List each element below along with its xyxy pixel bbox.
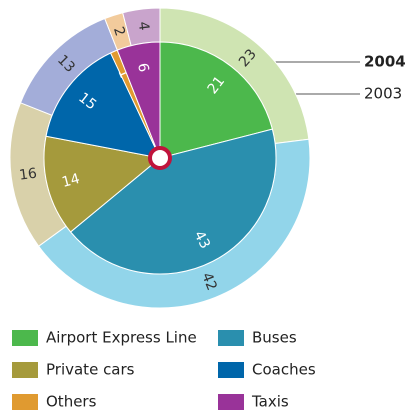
series-label: 2004 [364, 53, 406, 71]
legend-swatch [218, 362, 244, 378]
data-label: 14 [60, 171, 81, 191]
legend-label: Coaches [252, 361, 316, 379]
legend-swatch [12, 362, 38, 378]
pie-slice [69, 128, 277, 275]
pie-slice [116, 41, 161, 159]
data-label: 4 [135, 21, 152, 32]
center-hole [148, 146, 172, 170]
data-label: 16 [18, 166, 38, 184]
data-label: 6 [134, 62, 151, 74]
legend-swatch [218, 394, 244, 410]
legend-swatch [12, 330, 38, 346]
data-label: 42 [198, 270, 219, 292]
legend-swatch [12, 394, 38, 410]
data-label: 43 [191, 228, 213, 251]
series-label: 2003 [364, 85, 402, 103]
legend-label: Others [46, 393, 97, 411]
legend-label: Private cars [46, 361, 135, 379]
legend-label: Airport Express Line [46, 329, 197, 347]
legend-label: Taxis [251, 393, 289, 411]
pie-slice [159, 41, 273, 159]
legend-label: Buses [252, 329, 297, 347]
pie-slice [43, 135, 162, 233]
pie-slice [45, 52, 161, 159]
legend-swatch [218, 330, 244, 346]
